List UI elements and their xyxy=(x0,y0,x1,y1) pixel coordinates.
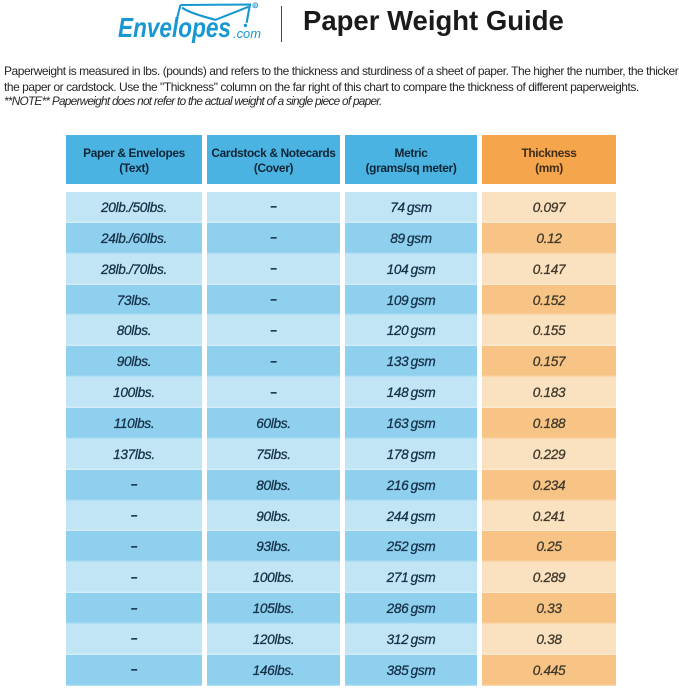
svg-text:.com: .com xyxy=(233,26,261,41)
svg-text:R: R xyxy=(254,3,257,8)
svg-text:Envelopes: Envelopes xyxy=(118,12,231,43)
